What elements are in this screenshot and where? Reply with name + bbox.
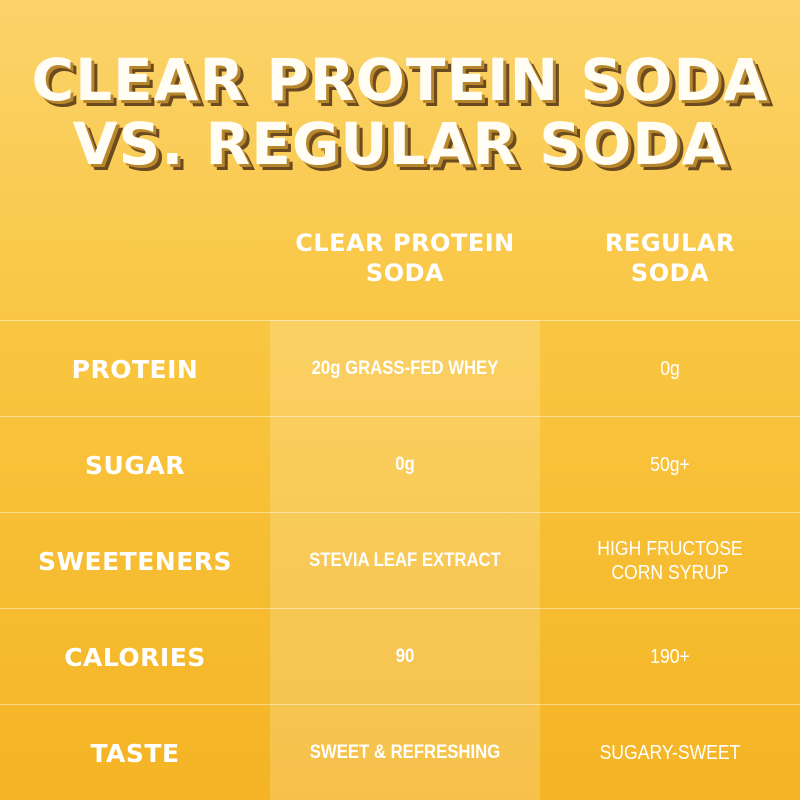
clear-protein-value: 20g GRASS-FED WHEY bbox=[311, 358, 499, 379]
table-row-protein: PROTEIN 20g GRASS-FED WHEY 0g bbox=[0, 320, 800, 417]
column-header-clear-line-2: SODA bbox=[365, 259, 445, 287]
regular-soda-value: 190+ bbox=[556, 609, 785, 705]
column-header-regular-soda: REGULAR SODA bbox=[540, 228, 800, 288]
table-row-calories: CALORIES 90 190+ bbox=[0, 608, 800, 705]
title-line-1: CLEAR PROTEIN SODA bbox=[31, 46, 769, 114]
regular-soda-value: 50g+ bbox=[556, 417, 785, 513]
clear-protein-value: STEVIA LEAF EXTRACT bbox=[309, 550, 501, 571]
column-header-clear-protein-soda: CLEAR PROTEIN SODA bbox=[270, 228, 540, 288]
row-label: PROTEIN bbox=[71, 354, 199, 384]
clear-protein-column-highlight bbox=[270, 320, 540, 800]
page-title: CLEAR PROTEIN SODA VS. REGULAR SODA bbox=[0, 48, 800, 176]
regular-soda-value: HIGH FRUCTOSE CORN SYRUP bbox=[556, 513, 785, 609]
regular-value-line-2: CORN SYRUP bbox=[611, 562, 729, 584]
row-label: CALORIES bbox=[64, 642, 206, 672]
clear-protein-value: 90 bbox=[395, 646, 415, 667]
table-row-sugar: SUGAR 0g 50g+ bbox=[0, 416, 800, 513]
column-header-regular-line-1: REGULAR bbox=[605, 229, 735, 257]
table-row-sweeteners: SWEETENERS STEVIA LEAF EXTRACT HIGH FRUC… bbox=[0, 512, 800, 609]
table-row-taste: TASTE SWEET & REFRESHING SUGARY-SWEET bbox=[0, 704, 800, 800]
row-label: SUGAR bbox=[85, 450, 185, 480]
regular-soda-value: 0g bbox=[556, 321, 785, 417]
regular-value-line-1: SUGARY-SWEET bbox=[599, 742, 741, 764]
row-label: TASTE bbox=[90, 738, 180, 768]
column-header-clear-line-1: CLEAR PROTEIN bbox=[295, 229, 515, 257]
regular-value-line-1: 0g bbox=[660, 358, 680, 380]
clear-protein-value: SWEET & REFRESHING bbox=[309, 742, 501, 763]
column-header-regular-line-2: SODA bbox=[630, 259, 710, 287]
regular-value-line-1: 190+ bbox=[650, 646, 690, 668]
clear-protein-value: 0g bbox=[395, 454, 415, 475]
regular-value-line-1: 50g+ bbox=[650, 454, 690, 476]
regular-soda-value: SUGARY-SWEET bbox=[556, 705, 785, 800]
row-label: SWEETENERS bbox=[37, 546, 233, 576]
title-line-2: VS. REGULAR SODA bbox=[72, 110, 728, 178]
regular-value-line-1: HIGH FRUCTOSE bbox=[597, 538, 743, 560]
